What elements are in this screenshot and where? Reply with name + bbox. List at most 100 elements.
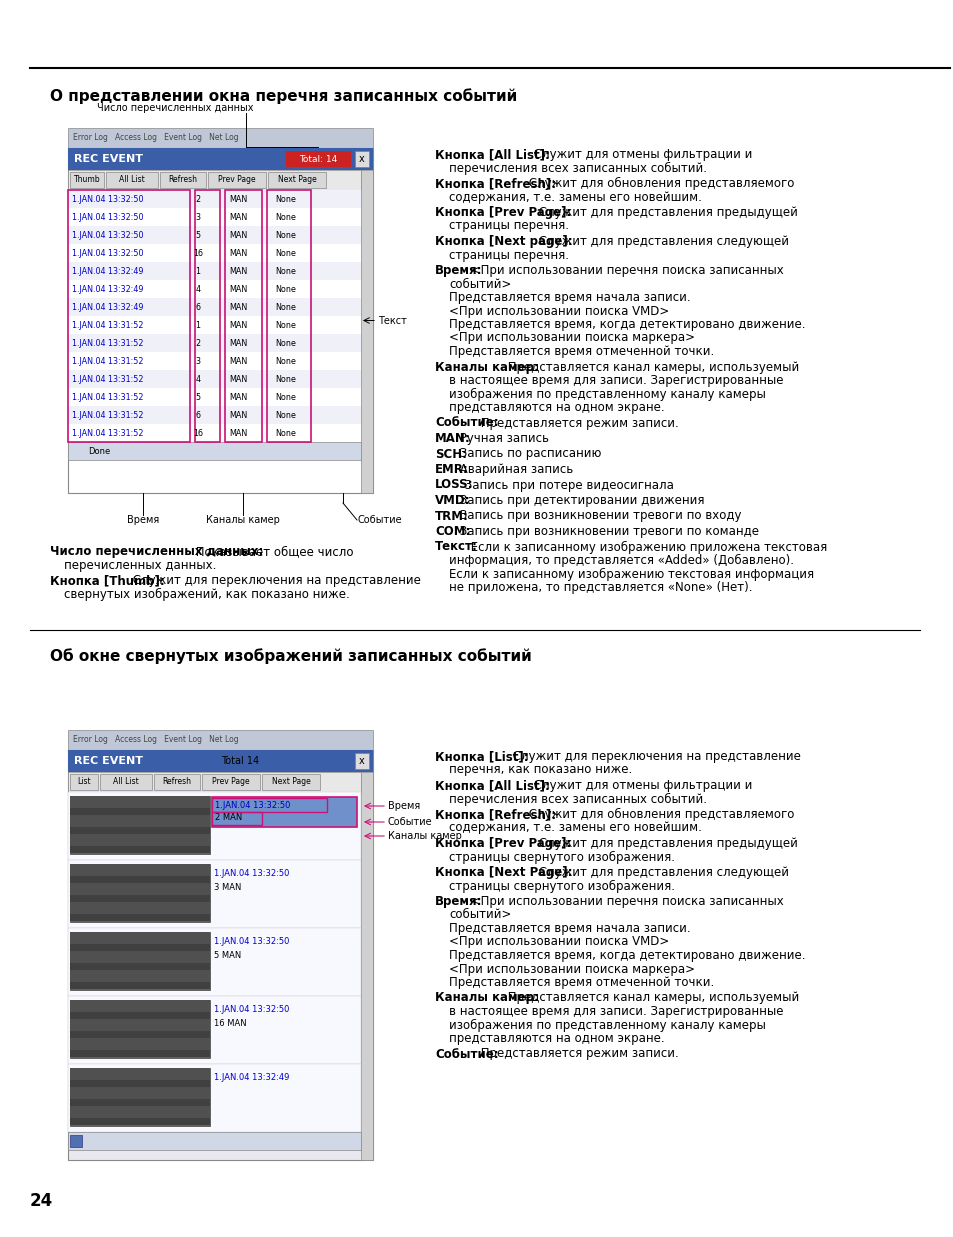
Text: Служит для представления предыдущей: Служит для представления предыдущей — [535, 207, 797, 219]
Bar — [70, 1012, 210, 1019]
Text: None: None — [275, 428, 296, 438]
Bar — [212, 798, 327, 811]
Text: Next Page: Next Page — [272, 778, 310, 787]
Bar — [68, 442, 360, 460]
Bar — [70, 795, 210, 854]
Bar — [68, 792, 360, 860]
Text: событий>: событий> — [449, 277, 511, 291]
Bar — [70, 1050, 210, 1056]
Text: 1.JAN.04 13:32:50: 1.JAN.04 13:32:50 — [71, 194, 143, 204]
Text: None: None — [275, 249, 296, 257]
Bar — [267, 190, 311, 442]
Bar — [70, 1038, 210, 1050]
Text: Refresh: Refresh — [169, 176, 197, 184]
Text: 1.JAN.04 13:31:52: 1.JAN.04 13:31:52 — [71, 356, 143, 365]
Bar — [68, 1064, 360, 1132]
Bar — [194, 190, 220, 442]
Text: Done: Done — [88, 447, 111, 455]
Text: Кнопка [Next page]:: Кнопка [Next page]: — [435, 235, 572, 247]
Text: 1.JAN.04 13:32:50: 1.JAN.04 13:32:50 — [213, 1006, 289, 1014]
Text: перечисленных данных.: перечисленных данных. — [64, 558, 216, 571]
Bar — [70, 846, 210, 854]
Text: перечисления всех записанных событий.: перечисления всех записанных событий. — [449, 793, 706, 805]
Text: Next Page: Next Page — [277, 176, 316, 184]
Text: Представляется канал камеры, используемый: Представляется канал камеры, используемы… — [503, 992, 798, 1004]
Text: 3 MAN: 3 MAN — [213, 882, 241, 892]
Bar — [68, 280, 360, 298]
Text: О представлении окна перечня записанных событий: О представлении окна перечня записанных … — [50, 88, 517, 104]
Text: MAN: MAN — [229, 320, 247, 329]
Text: All List: All List — [113, 778, 139, 787]
Text: Total 14: Total 14 — [221, 756, 259, 766]
Bar — [68, 315, 360, 334]
Bar — [225, 190, 262, 442]
Bar — [355, 753, 369, 769]
Text: Текст: Текст — [377, 315, 406, 325]
Text: 1.JAN.04 13:31:52: 1.JAN.04 13:31:52 — [71, 428, 143, 438]
Text: MAN: MAN — [229, 266, 247, 276]
Text: Число перечисленных данных:: Число перечисленных данных: — [50, 546, 263, 558]
Text: страницы свернутого изображения.: страницы свернутого изображения. — [449, 851, 675, 863]
Text: Представляется время, когда детектировано движение.: Представляется время, когда детектирован… — [449, 318, 804, 332]
Bar — [70, 172, 104, 188]
Bar — [68, 190, 190, 442]
Bar — [212, 797, 356, 828]
Text: Служит для отмены фильтрации и: Служит для отмены фильтрации и — [529, 779, 752, 792]
Text: 1.JAN.04 13:31:52: 1.JAN.04 13:31:52 — [71, 392, 143, 402]
Bar — [160, 172, 206, 188]
Text: Событие: Событие — [357, 515, 402, 524]
Bar — [106, 172, 158, 188]
Bar — [68, 424, 360, 442]
Text: Запись при возникновении тревоги по команде: Запись при возникновении тревоги по кома… — [456, 524, 759, 538]
Bar — [68, 730, 373, 750]
Text: Если к записанному изображению приложена текстовая: Если к записанному изображению приложена… — [466, 541, 826, 554]
Text: Кнопка [All List]:: Кнопка [All List]: — [435, 779, 549, 792]
Text: 1: 1 — [195, 266, 200, 276]
Bar — [70, 834, 210, 846]
Text: 5: 5 — [195, 392, 200, 402]
Text: Текст:: Текст: — [435, 541, 477, 553]
Text: Представляется режим записи.: Представляется режим записи. — [476, 417, 679, 429]
Text: Кнопка [All List]:: Кнопка [All List]: — [435, 148, 549, 161]
Text: <При использовании поиска маркера>: <При использовании поиска маркера> — [449, 332, 695, 344]
Text: перечня, как показано ниже.: перечня, как показано ниже. — [449, 763, 632, 777]
Text: Показывает общее число: Показывает общее число — [193, 546, 354, 558]
Text: Время:: Время: — [435, 896, 482, 908]
Text: Событие:: Событие: — [435, 417, 498, 429]
Text: Refresh: Refresh — [162, 778, 192, 787]
Bar — [70, 896, 210, 902]
Text: 2: 2 — [195, 194, 200, 204]
Text: Запись при потере видеосигнала: Запись при потере видеосигнала — [461, 479, 674, 491]
Text: None: None — [275, 194, 296, 204]
Text: MAN: MAN — [229, 356, 247, 365]
Bar — [70, 970, 210, 982]
Bar — [262, 774, 319, 790]
Text: 1.JAN.04 13:32:50: 1.JAN.04 13:32:50 — [71, 213, 143, 221]
Text: Об окне свернутых изображений записанных событий: Об окне свернутых изображений записанных… — [50, 648, 531, 664]
Text: Error Log   Access Log   Event Log   Net Log: Error Log Access Log Event Log Net Log — [73, 134, 238, 142]
Bar — [212, 811, 262, 825]
Bar — [70, 1106, 210, 1118]
Bar — [68, 169, 360, 190]
Text: Запись при детектировании движения: Запись при детектировании движения — [456, 494, 704, 507]
Bar — [70, 951, 210, 962]
Bar — [202, 774, 260, 790]
Text: Представляется время начала записи.: Представляется время начала записи. — [449, 922, 690, 935]
Text: представляются на одном экране.: представляются на одном экране. — [449, 1032, 664, 1045]
Bar — [208, 172, 266, 188]
Text: страницы перечня.: страницы перечня. — [449, 249, 568, 261]
Text: Служит для представления следующей: Служит для представления следующей — [535, 235, 788, 247]
Bar — [68, 148, 373, 169]
Bar — [68, 1132, 360, 1150]
Bar — [70, 999, 210, 1058]
Text: Служит для представления следующей: Служит для представления следующей — [535, 866, 788, 880]
Bar — [68, 750, 373, 1160]
Text: Представляется время отмеченной точки.: Представляется время отмеченной точки. — [449, 345, 714, 357]
Text: MAN:: MAN: — [435, 432, 470, 445]
Text: MAN: MAN — [229, 375, 247, 383]
Text: 16 MAN: 16 MAN — [213, 1018, 247, 1028]
Bar — [286, 151, 351, 167]
Bar — [268, 172, 326, 188]
Text: 1.JAN.04 13:31:52: 1.JAN.04 13:31:52 — [71, 411, 143, 419]
Text: MAN: MAN — [229, 230, 247, 240]
